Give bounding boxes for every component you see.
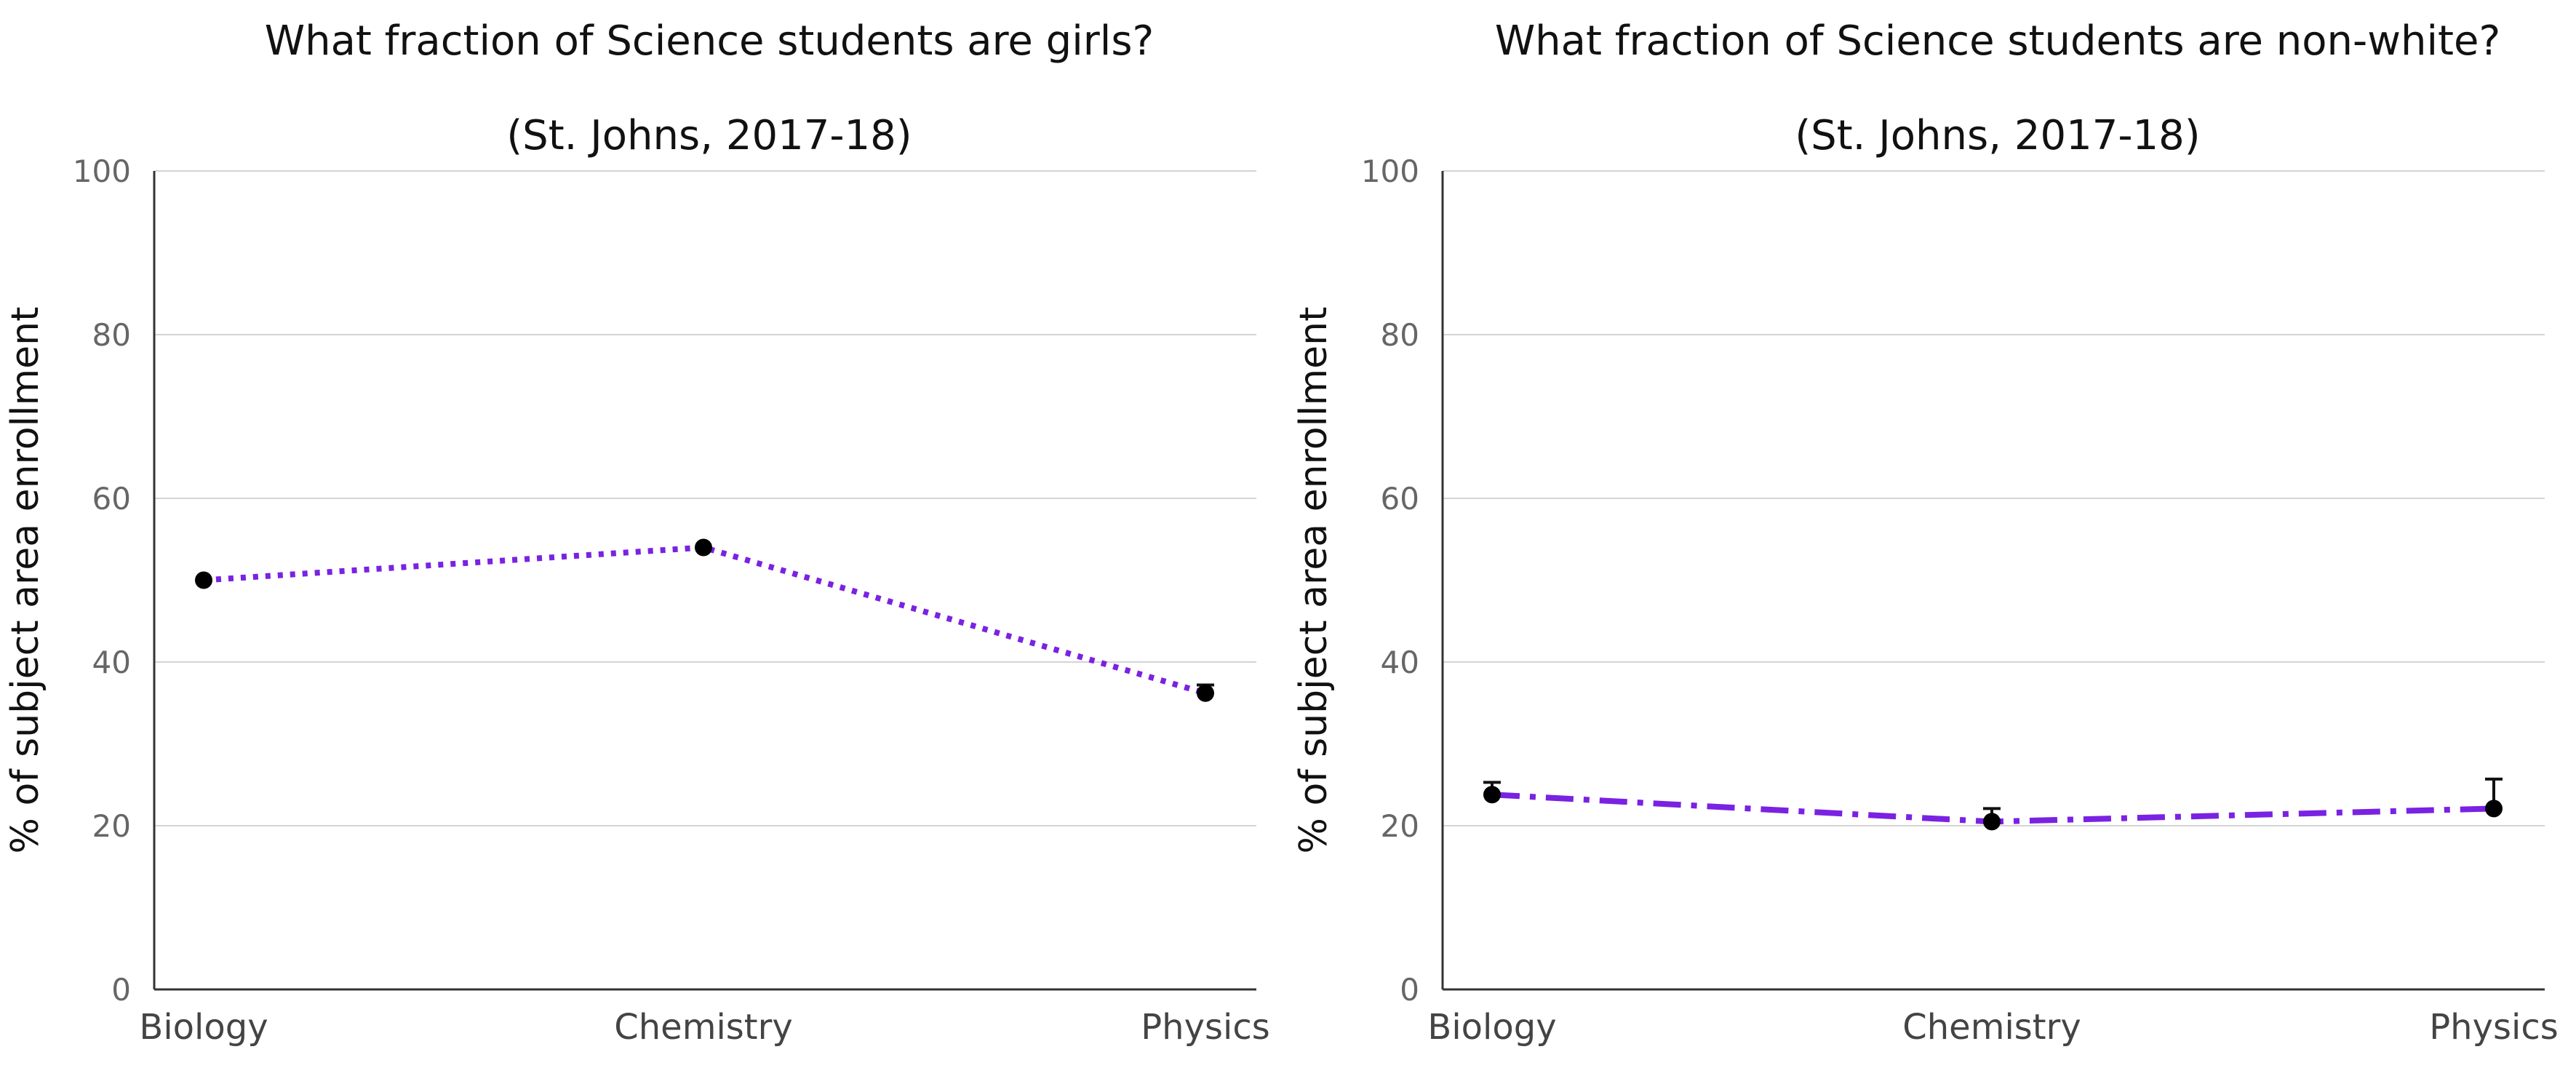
- y-tick-label: 0: [111, 972, 131, 1008]
- x-tick-label: Physics: [1141, 1007, 1270, 1048]
- y-axis-label: % of subject area enrollment: [1292, 307, 1336, 854]
- chart-title: What fraction of Science students are gi…: [265, 17, 1155, 65]
- x-tick-label: Physics: [2429, 1007, 2559, 1048]
- series-line: [203, 544, 1207, 696]
- y-tick-label: 20: [1381, 808, 1419, 844]
- x-tick-label: Chemistry: [614, 1007, 793, 1048]
- data-point: [695, 538, 712, 557]
- y-tick-label: 80: [92, 317, 131, 353]
- y-tick-label: 100: [1361, 154, 1419, 189]
- x-tick-label: Biology: [139, 1007, 268, 1048]
- y-tick-label: 40: [1381, 645, 1419, 680]
- data-point: [1197, 684, 1214, 702]
- y-tick-label: 60: [92, 481, 131, 517]
- chart-subtitle: (St. Johns, 2017-18): [506, 112, 912, 159]
- x-tick-label: Chemistry: [1902, 1007, 2081, 1048]
- y-tick-label: 20: [92, 808, 131, 844]
- chart-subtitle: (St. Johns, 2017-18): [1795, 112, 2200, 159]
- chart-panel-1: What fraction of Science students are gi…: [4, 17, 1270, 1048]
- chart-panel-2: What fraction of Science students are no…: [1292, 17, 2559, 1048]
- data-point: [195, 571, 212, 589]
- data-point: [1983, 813, 2001, 831]
- data-point: [1483, 786, 1501, 804]
- y-tick-label: 0: [1400, 972, 1419, 1008]
- y-tick-label: 80: [1381, 317, 1419, 353]
- y-tick-label: 40: [92, 645, 131, 680]
- y-axis-label: % of subject area enrollment: [4, 307, 47, 854]
- y-tick-label: 60: [1381, 481, 1419, 517]
- y-tick-label: 100: [73, 154, 131, 189]
- x-tick-label: Biology: [1427, 1007, 1556, 1048]
- data-point: [2485, 800, 2503, 818]
- chart-title: What fraction of Science students are no…: [1495, 17, 2500, 65]
